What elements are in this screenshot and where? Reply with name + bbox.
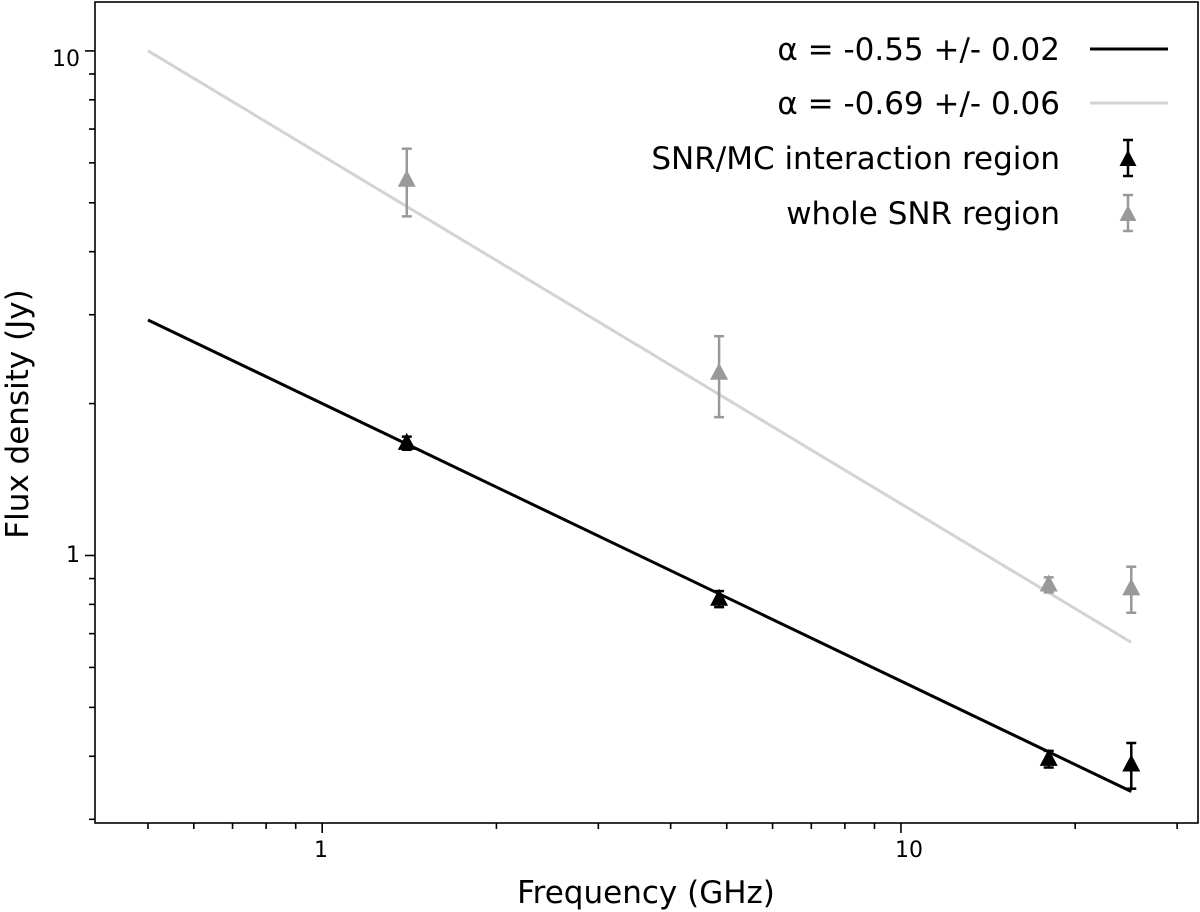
y-tick-label-1: 1 <box>66 543 80 568</box>
triangle-marker <box>710 362 729 380</box>
triangle-marker <box>710 588 729 606</box>
axis-ticks <box>85 50 1178 833</box>
triangle-marker <box>1039 574 1058 592</box>
data-point-s1-p2 <box>1039 574 1058 594</box>
legend-marker-interaction <box>1119 138 1137 178</box>
fit-interaction-line <box>147 318 1132 793</box>
data-point-s1-p0 <box>397 147 416 218</box>
legend-label-interaction: SNR/MC interaction region <box>651 141 1060 177</box>
fit-lines <box>147 49 1133 793</box>
triangle-marker <box>1039 748 1058 766</box>
data-point-s0-p3 <box>1122 741 1141 790</box>
x-tick-label-1: 1 <box>314 838 328 863</box>
triangle-marker <box>397 432 416 450</box>
data-point-s1-p3 <box>1122 565 1141 615</box>
triangle-marker <box>397 169 416 187</box>
data-point-s0-p2 <box>1039 748 1058 769</box>
x-tick-label-10: 10 <box>895 838 923 863</box>
data-point-s0-p0 <box>397 432 416 452</box>
triangle-marker <box>1122 754 1141 772</box>
plot-frame <box>94 1 1199 824</box>
fit-whole-line <box>147 49 1133 644</box>
legend-label-fit-interaction: α = -0.55 +/- 0.02 <box>777 32 1060 68</box>
triangle-marker <box>1122 578 1141 596</box>
data-point-s1-p1 <box>710 334 729 419</box>
data-points <box>397 147 1141 790</box>
legend-label-fit-whole: α = -0.69 +/- 0.06 <box>777 86 1060 122</box>
legend-marker-whole <box>1119 193 1137 233</box>
data-point-s0-p1 <box>710 588 729 609</box>
legend: α = -0.55 +/- 0.02 α = -0.69 +/- 0.06 SN… <box>651 32 1168 233</box>
x-axis-label: Frequency (GHz) <box>517 875 775 911</box>
legend-label-whole: whole SNR region <box>786 196 1060 232</box>
y-tick-label-10: 10 <box>52 47 80 72</box>
y-axis-label: Flux density (Jy) <box>0 289 36 538</box>
